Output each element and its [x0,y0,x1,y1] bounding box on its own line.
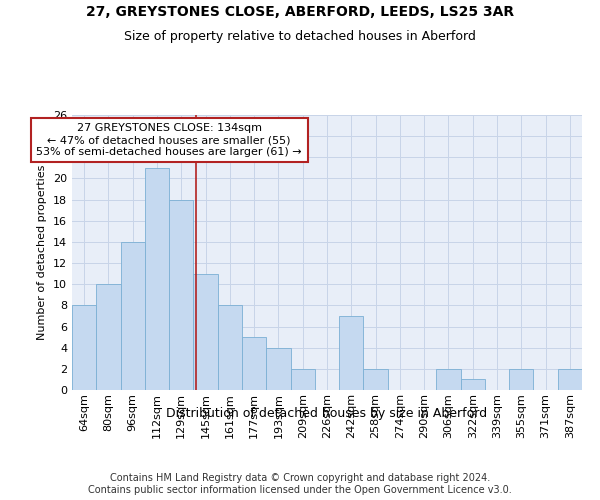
Bar [218,306,242,390]
Text: 27, GREYSTONES CLOSE, ABERFORD, LEEDS, LS25 3AR: 27, GREYSTONES CLOSE, ABERFORD, LEEDS, L… [86,5,514,19]
Bar [364,369,388,390]
Bar [436,369,461,390]
Text: Size of property relative to detached houses in Aberford: Size of property relative to detached ho… [124,30,476,43]
Bar [145,168,169,390]
Bar [242,337,266,390]
Bar [290,369,315,390]
Bar [558,369,582,390]
Bar [72,306,96,390]
Text: Distribution of detached houses by size in Aberford: Distribution of detached houses by size … [166,408,488,420]
Bar [509,369,533,390]
Bar [169,200,193,390]
Bar [121,242,145,390]
Y-axis label: Number of detached properties: Number of detached properties [37,165,47,340]
Bar [266,348,290,390]
Bar [339,316,364,390]
Bar [461,380,485,390]
Bar [193,274,218,390]
Text: 27 GREYSTONES CLOSE: 134sqm
← 47% of detached houses are smaller (55)
53% of sem: 27 GREYSTONES CLOSE: 134sqm ← 47% of det… [37,124,302,156]
Bar [96,284,121,390]
Text: Contains HM Land Registry data © Crown copyright and database right 2024.
Contai: Contains HM Land Registry data © Crown c… [88,474,512,495]
